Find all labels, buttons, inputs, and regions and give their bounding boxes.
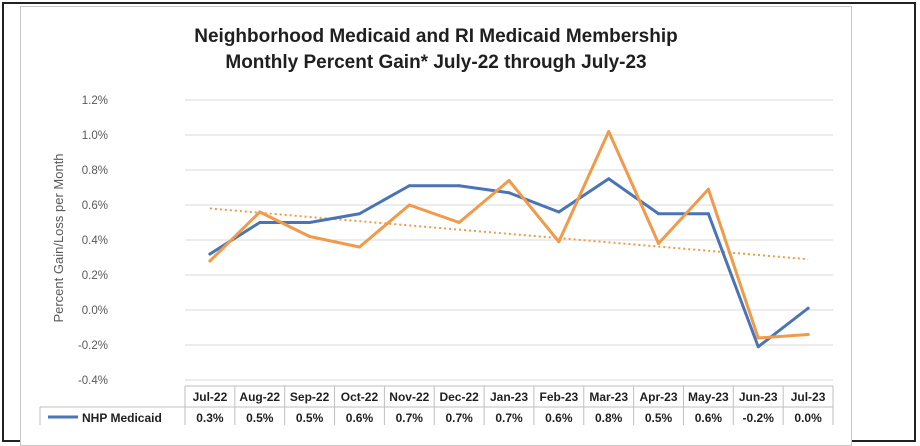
- chart-title: Neighborhood Medicaid and RI Medicaid Me…: [194, 26, 678, 47]
- data-point: [407, 203, 411, 207]
- y-tick-label: 0.2%: [82, 270, 108, 282]
- table-row-name: NHP Medicaid: [82, 411, 162, 425]
- table-cell: 0.5%: [246, 411, 274, 425]
- data-point: [557, 210, 561, 214]
- table-cell: 0.7%: [445, 411, 473, 425]
- data-point: [507, 179, 511, 182]
- table-cell: 0.3%: [196, 411, 224, 425]
- series-line-nhp-medicaid: [208, 177, 810, 349]
- data-point: [357, 212, 361, 216]
- y-tick-label: 1.0%: [82, 130, 108, 142]
- table-cell: 0.8%: [595, 411, 623, 425]
- x-category-label: Jul-22: [193, 390, 228, 404]
- x-category-label: Apr-23: [640, 390, 678, 404]
- data-point: [457, 221, 461, 224]
- x-category-label: Sep-22: [290, 390, 330, 404]
- x-category-label: Nov-22: [389, 390, 429, 404]
- table-cell: 0.5%: [296, 411, 324, 425]
- data-point: [657, 212, 661, 216]
- data-point: [457, 184, 461, 188]
- y-tick-label: -0.2%: [78, 340, 108, 352]
- data-point: [657, 242, 661, 245]
- data-point: [258, 210, 262, 214]
- data-point: [357, 245, 361, 249]
- data-point: [706, 187, 710, 191]
- data-point: [208, 252, 212, 256]
- x-category-label: Jan-23: [490, 390, 528, 404]
- data-point: [208, 259, 212, 263]
- table-cell: 0.7%: [495, 411, 523, 425]
- x-category-label: Mar-23: [589, 390, 628, 404]
- y-tick-label: -0.4%: [78, 375, 108, 387]
- x-category-label: Aug-22: [239, 390, 280, 404]
- chart-subtitle: Monthly Percent Gain* July-22 through Ju…: [225, 52, 647, 73]
- table-cell: 0.6%: [695, 411, 723, 425]
- data-point: [806, 333, 810, 336]
- y-axis-label: Percent Gain/Loss per Month: [51, 153, 66, 322]
- table-cell: 0.6%: [346, 411, 374, 425]
- data-point: [756, 336, 760, 340]
- x-category-label: Jul-23: [791, 390, 826, 404]
- table-cell: -0.2%: [743, 411, 775, 425]
- table-cell: 0.5%: [645, 411, 673, 425]
- y-tick-label: 0.4%: [82, 235, 108, 247]
- trendline: [209, 207, 809, 261]
- x-category-label: Feb-23: [540, 390, 579, 404]
- data-point: [607, 130, 611, 133]
- data-point: [607, 177, 611, 181]
- data-point: [756, 345, 760, 349]
- y-tick-label: 0.6%: [82, 200, 108, 212]
- data-point: [258, 221, 262, 224]
- data-point: [706, 212, 710, 216]
- data-point: [308, 221, 312, 224]
- data-point: [308, 235, 312, 238]
- y-tick-label: 0.8%: [82, 165, 108, 177]
- data-point: [806, 306, 810, 310]
- table-cell: 0.0%: [794, 411, 822, 425]
- x-category-label: May-23: [688, 390, 729, 404]
- data-point: [557, 240, 561, 244]
- y-tick-label: 1.2%: [82, 95, 108, 107]
- x-category-label: Oct-22: [341, 390, 379, 404]
- data-point: [507, 191, 511, 195]
- y-tick-label: 0.0%: [82, 305, 108, 317]
- data-point: [407, 184, 411, 188]
- table-cell: 0.7%: [396, 411, 424, 425]
- x-category-label: Dec-22: [439, 390, 479, 404]
- line-chart: 1.2% 1.0% 0.8% 0.6% 0.4% 0.2% 0.0% -0.2% -0.4% Pe…: [39, 95, 834, 425]
- table-cell: 0.6%: [545, 411, 573, 425]
- x-category-label: Jun-23: [739, 390, 778, 404]
